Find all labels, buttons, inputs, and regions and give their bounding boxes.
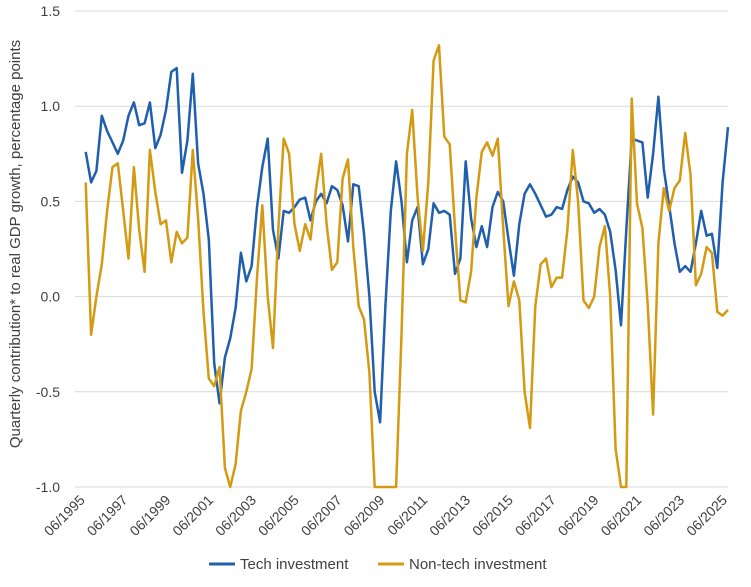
y-axis-ticks: 1.5 1.0 0.5 0.0 -0.5 -1.0 bbox=[36, 3, 60, 495]
x-tick-label: 06/1995 bbox=[41, 492, 88, 539]
legend-label-nontech: Non-tech investment bbox=[409, 556, 547, 573]
legend: Tech investment Non-tech investment bbox=[209, 556, 547, 573]
legend-label-tech: Tech investment bbox=[240, 556, 349, 573]
x-tick-label: 06/2001 bbox=[169, 492, 216, 539]
x-tick-label: 06/2005 bbox=[255, 492, 302, 539]
y-tick-label: -1.0 bbox=[36, 479, 60, 495]
x-tick-label: 06/2003 bbox=[212, 492, 259, 539]
x-tick-label: 06/1997 bbox=[84, 492, 131, 539]
y-axis-label: Quarterly contribution* to real GDP grow… bbox=[7, 40, 24, 448]
x-axis-ticks: 06/199506/199706/199906/200106/200306/20… bbox=[41, 492, 731, 539]
x-tick-label: 06/2013 bbox=[426, 492, 473, 539]
x-tick-label: 06/2015 bbox=[469, 492, 516, 539]
x-tick-label: 06/2019 bbox=[555, 492, 602, 539]
x-tick-label: 06/2017 bbox=[512, 492, 559, 539]
x-tick-label: 06/2009 bbox=[340, 492, 387, 539]
series-line-tech-investment bbox=[84, 66, 730, 424]
series-lines bbox=[84, 44, 730, 489]
y-tick-label: 1.5 bbox=[41, 3, 61, 19]
y-tick-label: 0.5 bbox=[41, 193, 61, 209]
y-tick-label: 0.0 bbox=[41, 289, 61, 305]
x-tick-label: 06/2011 bbox=[384, 492, 431, 539]
x-tick-label: 06/2007 bbox=[298, 492, 345, 539]
x-tick-label: 06/1999 bbox=[126, 492, 173, 539]
x-tick-label: 06/2021 bbox=[597, 492, 644, 539]
x-tick-label: 06/2023 bbox=[640, 492, 687, 539]
y-tick-label: 1.0 bbox=[41, 98, 61, 114]
x-tick-label: 06/2025 bbox=[683, 492, 730, 539]
series-line-non-tech-investment bbox=[84, 44, 729, 489]
y-tick-label: -0.5 bbox=[36, 384, 60, 400]
